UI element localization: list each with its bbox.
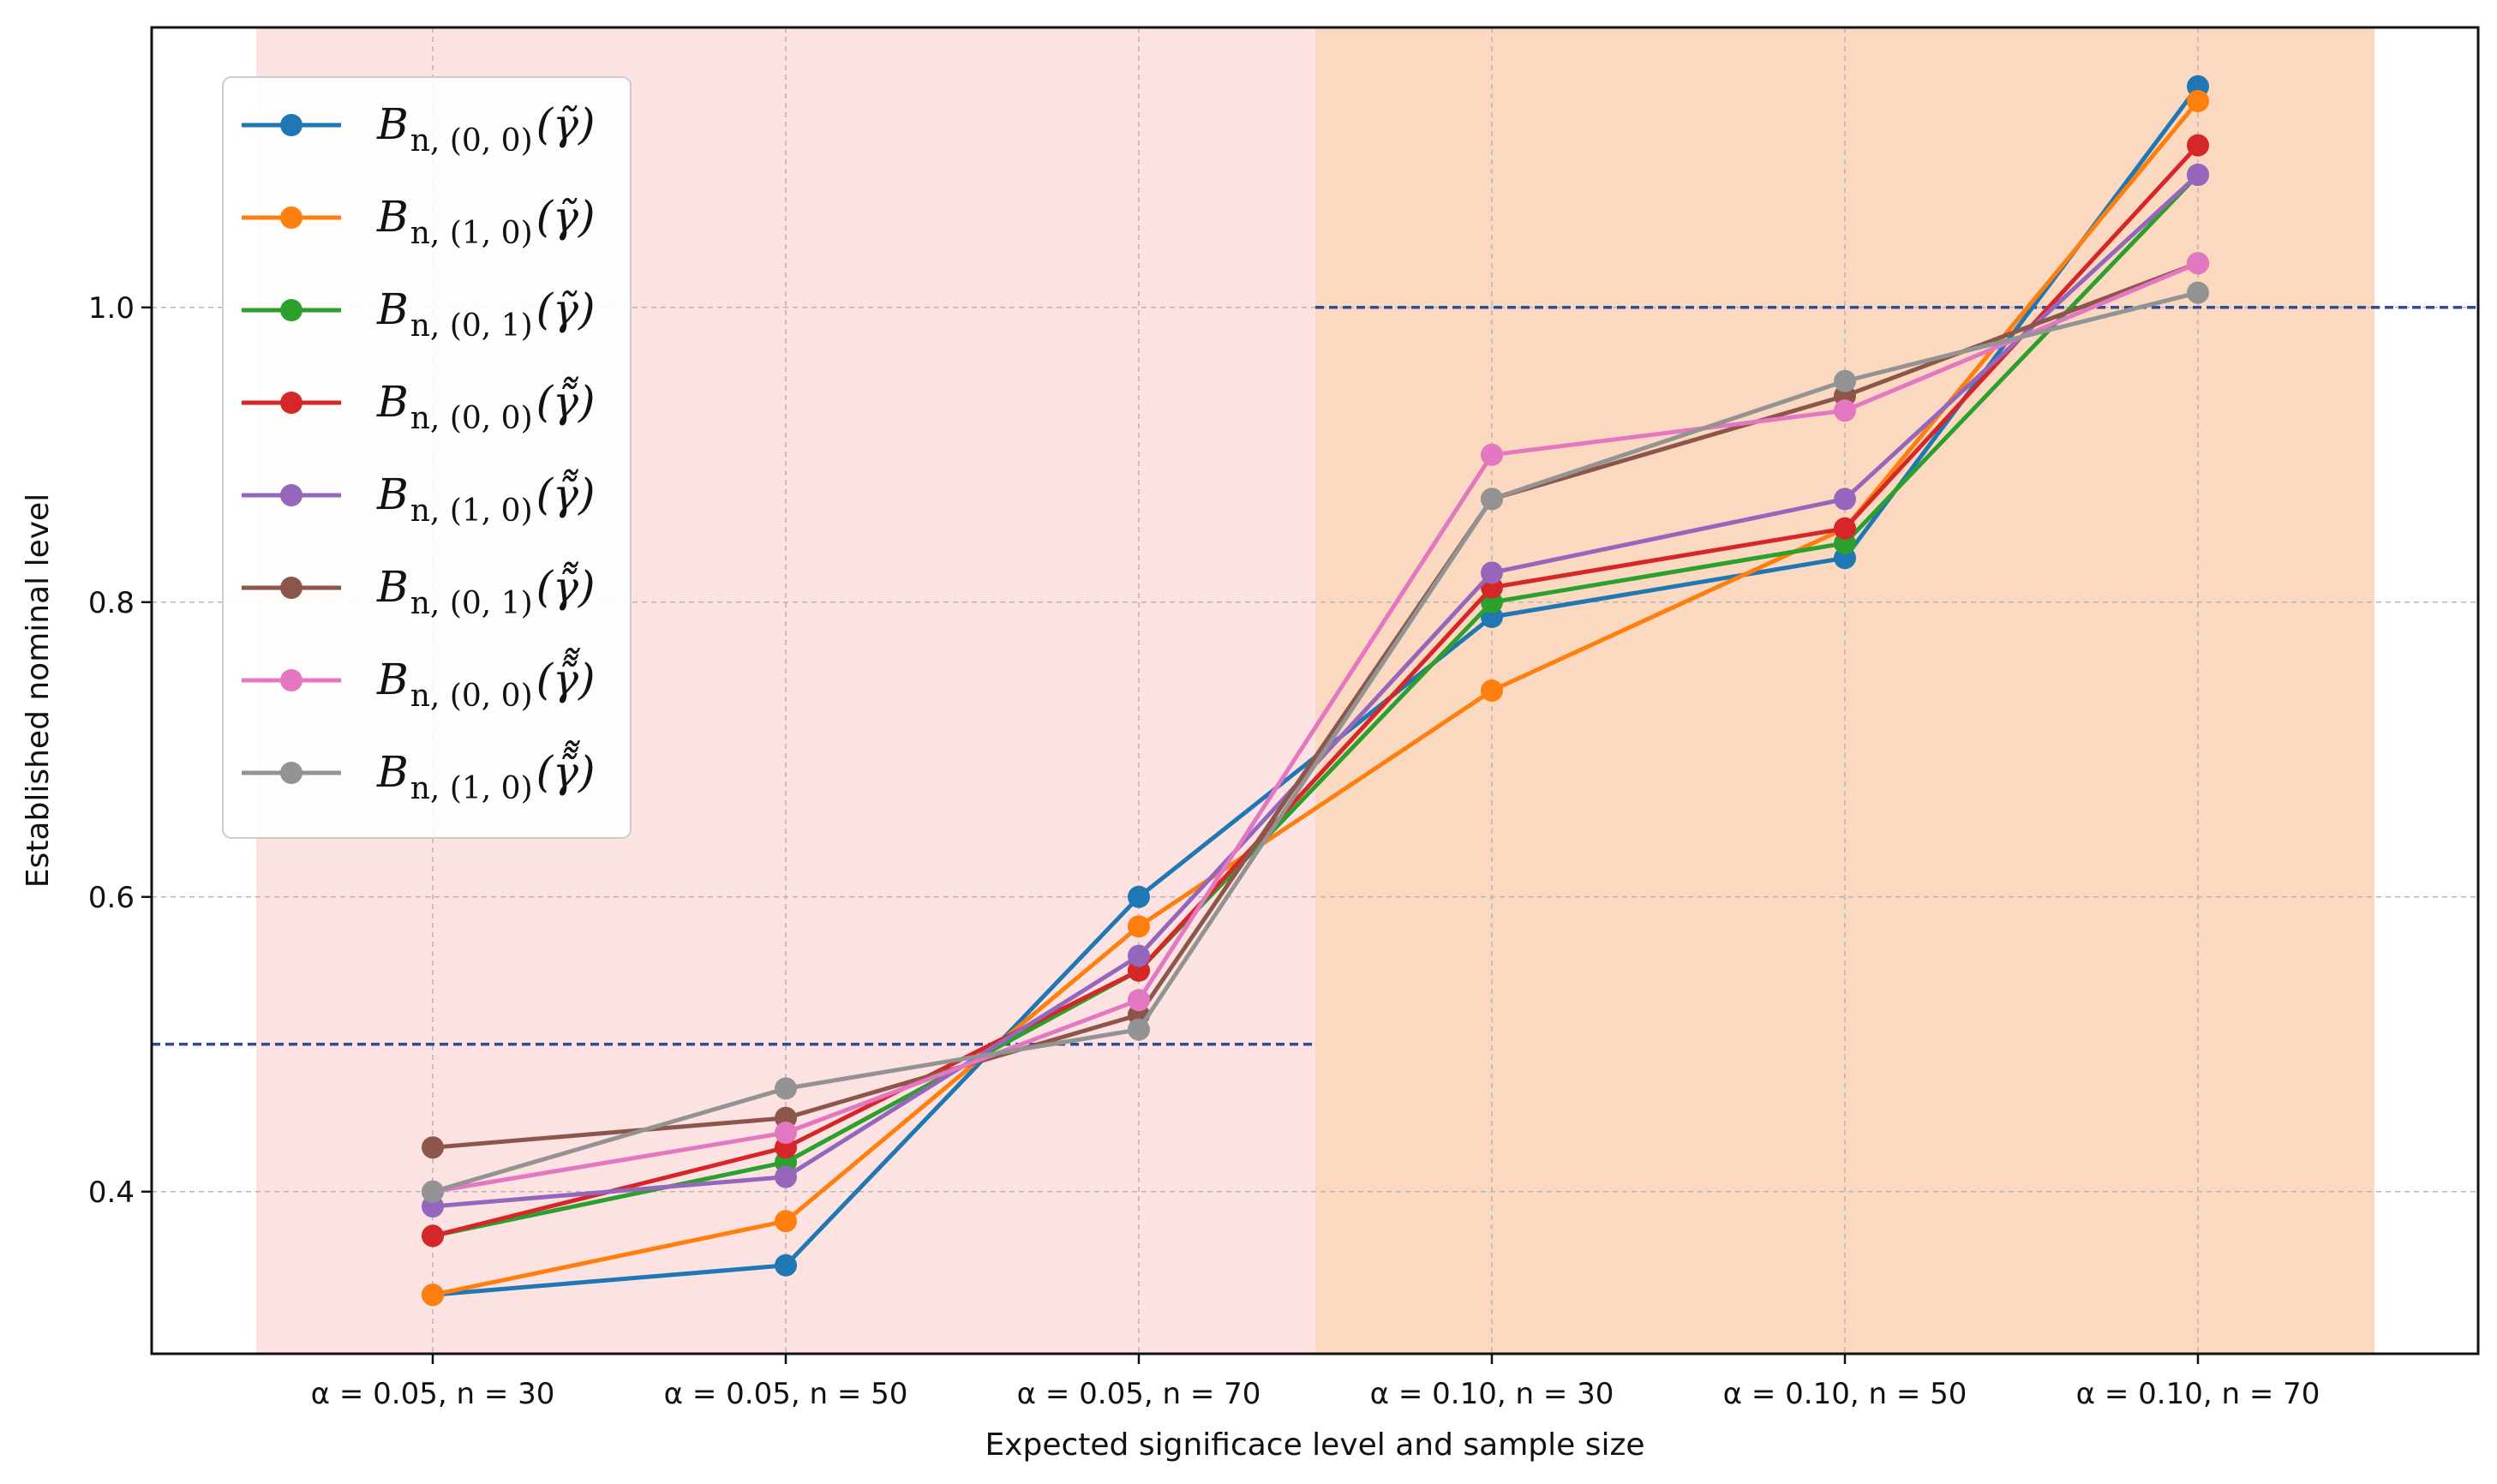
data-point <box>775 1254 797 1277</box>
y-tick-label: 0.8 <box>88 586 135 620</box>
x-tick-label: α = 0.05, n = 50 <box>664 1377 908 1411</box>
data-point <box>1834 517 1856 540</box>
legend-label: Bn, (1, 0)(γ̃) <box>376 192 596 251</box>
data-point <box>1481 443 1503 466</box>
series-1 <box>422 90 2209 1307</box>
data-point <box>2187 134 2209 157</box>
y-tick-label: 1.0 <box>88 291 135 326</box>
data-point <box>422 1284 444 1307</box>
data-point <box>1128 944 1150 967</box>
series-line <box>432 173 2200 1238</box>
legend-marker <box>280 577 302 599</box>
legend-entry: Bn, (0, 0)(γ̃) <box>242 99 596 159</box>
data-point <box>2187 252 2209 275</box>
legend-marker <box>280 392 302 414</box>
legend-entry: Bn, (0, 0)(γ̃̃̃) <box>242 648 596 714</box>
plot-frame <box>150 26 2480 1355</box>
x-ticks: α = 0.05, n = 30 α = 0.05, n = 50 α = 0.05… <box>311 1354 2320 1411</box>
series-line <box>432 99 2200 1297</box>
series-7 <box>422 281 2209 1203</box>
data-point <box>1128 915 1150 938</box>
data-point <box>775 1122 797 1144</box>
data-point <box>1834 488 1856 511</box>
x-tick-label: α = 0.05, n = 70 <box>1017 1377 1261 1411</box>
legend-entry: Bn, (1, 0)(γ̃̃) <box>242 470 596 529</box>
series-line <box>432 260 2199 1150</box>
series-lines <box>422 75 2209 1307</box>
data-point <box>775 1077 797 1100</box>
grid <box>152 27 2478 1354</box>
data-point <box>775 1165 797 1188</box>
data-point <box>1128 885 1150 908</box>
legend-label: Bn, (0, 0)(γ̃) <box>376 99 596 159</box>
legend-entry: Bn, (0, 1)(γ̃̃) <box>242 562 596 621</box>
legend-box <box>222 76 632 839</box>
data-point <box>1481 488 1503 511</box>
data-point <box>1834 399 1856 422</box>
legend-entry: Bn, (1, 0)(γ̃̃̃) <box>242 740 596 806</box>
series-line <box>432 260 2199 1194</box>
x-axis-label: Expected significace level and sample si… <box>985 1427 1644 1463</box>
legend-marker <box>280 206 302 229</box>
data-point <box>1481 679 1503 702</box>
legend-marker <box>280 484 302 506</box>
series-line <box>432 290 2199 1194</box>
legend-label: Bn, (0, 1)(γ̃) <box>376 284 596 344</box>
data-point <box>775 1210 797 1233</box>
series-line <box>432 143 2200 1238</box>
data-point <box>1834 369 1856 392</box>
legend-marker <box>280 114 302 136</box>
legend-label: Bn, (1, 0)(γ̃̃̃) <box>376 740 596 806</box>
legend-marker <box>280 669 302 691</box>
data-point <box>2187 90 2209 112</box>
y-axis-label: Established nominal level <box>21 494 56 888</box>
data-point <box>422 1136 444 1159</box>
legend-marker <box>280 299 302 321</box>
legend-label: Bn, (0, 0)(γ̃̃̃) <box>376 648 596 714</box>
legend-label: Bn, (0, 1)(γ̃̃) <box>376 562 596 621</box>
legend: Bn, (0, 0)(γ̃) Bn, (1, 0)(γ̃) Bn, (0, 1)(γ… <box>222 76 632 839</box>
data-point <box>422 1180 444 1203</box>
data-point <box>1128 1018 1150 1041</box>
y-tick-label: 0.6 <box>88 881 135 915</box>
reference-lines <box>152 306 2478 1046</box>
x-tick-label: α = 0.10, n = 30 <box>1370 1377 1614 1411</box>
x-tick-label: α = 0.10, n = 50 <box>1723 1377 1967 1411</box>
x-tick-label: α = 0.05, n = 30 <box>311 1377 555 1411</box>
legend-entry: Bn, (1, 0)(γ̃) <box>242 192 596 251</box>
y-tick-label: 0.4 <box>88 1176 135 1210</box>
legend-marker <box>280 762 302 784</box>
data-point <box>422 1224 444 1248</box>
legend-entry: Bn, (0, 0)(γ̃̃) <box>242 377 596 436</box>
x-tick-label: α = 0.10, n = 70 <box>2076 1377 2320 1411</box>
legend-label: Bn, (1, 0)(γ̃̃) <box>376 470 596 529</box>
data-point <box>1481 561 1503 584</box>
legend-entry: Bn, (0, 1)(γ̃) <box>242 284 596 344</box>
legend-label: Bn, (0, 0)(γ̃̃) <box>376 377 596 436</box>
data-point <box>1128 989 1150 1012</box>
data-point <box>2187 281 2209 304</box>
data-point <box>2187 164 2209 186</box>
y-ticks: 0.4 0.6 0.8 1.0 <box>88 291 152 1210</box>
